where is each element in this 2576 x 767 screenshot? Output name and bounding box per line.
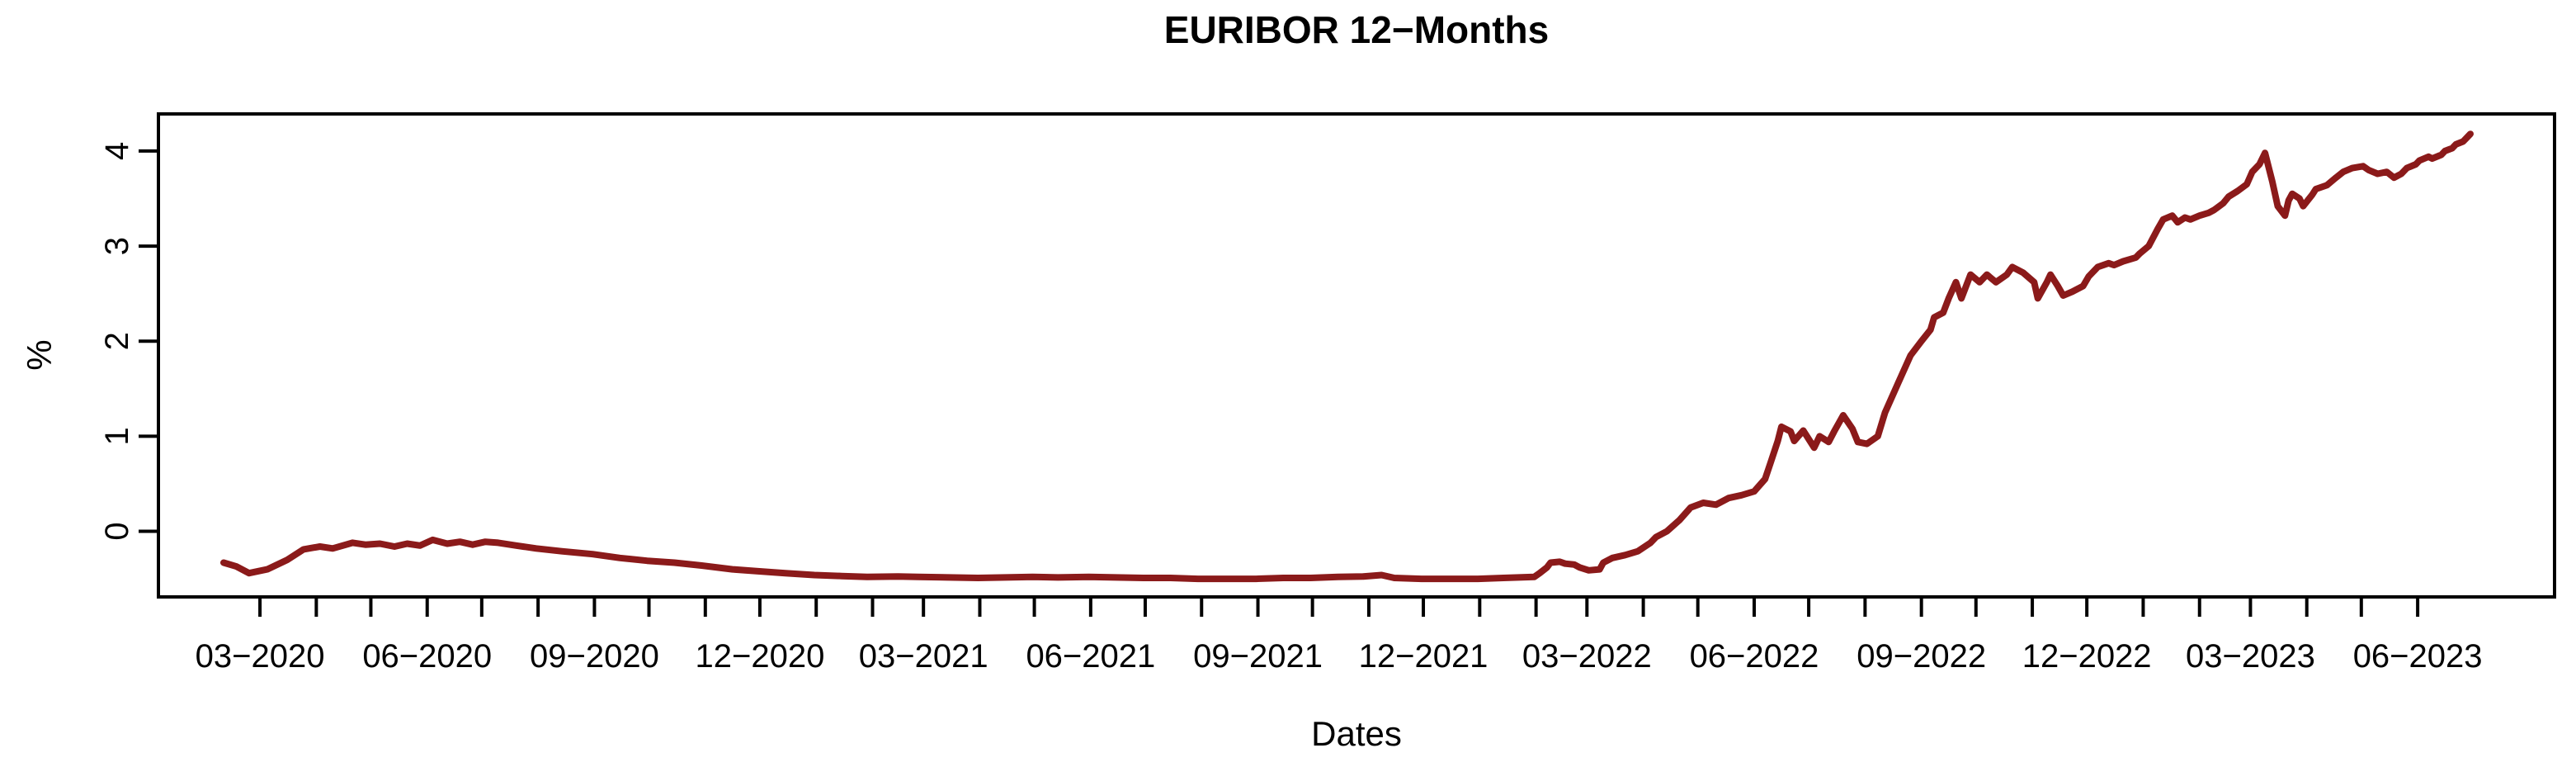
- y-tick-label: 1: [99, 427, 135, 445]
- x-tick-label: 06−2023: [2353, 638, 2483, 675]
- y-tick-label: 4: [99, 142, 135, 160]
- x-tick-label: 03−2020: [196, 638, 325, 675]
- x-tick-label: 12−2022: [2022, 638, 2152, 675]
- x-tick-label: 03−2023: [2186, 638, 2315, 675]
- y-tick-label: 3: [99, 237, 135, 255]
- y-axis: 0 1 2 3 4: [99, 142, 158, 541]
- y-tick-label: 0: [99, 522, 135, 540]
- x-tick-label: 09−2020: [530, 638, 659, 675]
- series-line-euribor: [220, 130, 2474, 583]
- x-tick-label: 09−2021: [1193, 638, 1323, 675]
- x-tick-label: 06−2021: [1026, 638, 1155, 675]
- x-axis-label: Dates: [1311, 714, 1402, 753]
- y-tick-label: 2: [99, 332, 135, 350]
- x-tick-label: 06−2022: [1690, 638, 1819, 675]
- y-axis-label: %: [20, 339, 59, 370]
- x-tick-label: 03−2021: [859, 638, 988, 675]
- x-axis: 03−2020 06−2020 09−2020 12−2020 03−2021 06−20…: [196, 597, 2483, 675]
- x-tick-label: 06−2020: [362, 638, 492, 675]
- plot-area-border: [157, 112, 2556, 599]
- x-tick-label: 12−2020: [695, 638, 824, 675]
- chart-title: EURIBOR 12−Months: [1164, 8, 1549, 51]
- x-tick-label: 09−2022: [1857, 638, 1986, 675]
- x-tick-label: 03−2022: [1522, 638, 1652, 675]
- x-tick-label: 12−2021: [1359, 638, 1489, 675]
